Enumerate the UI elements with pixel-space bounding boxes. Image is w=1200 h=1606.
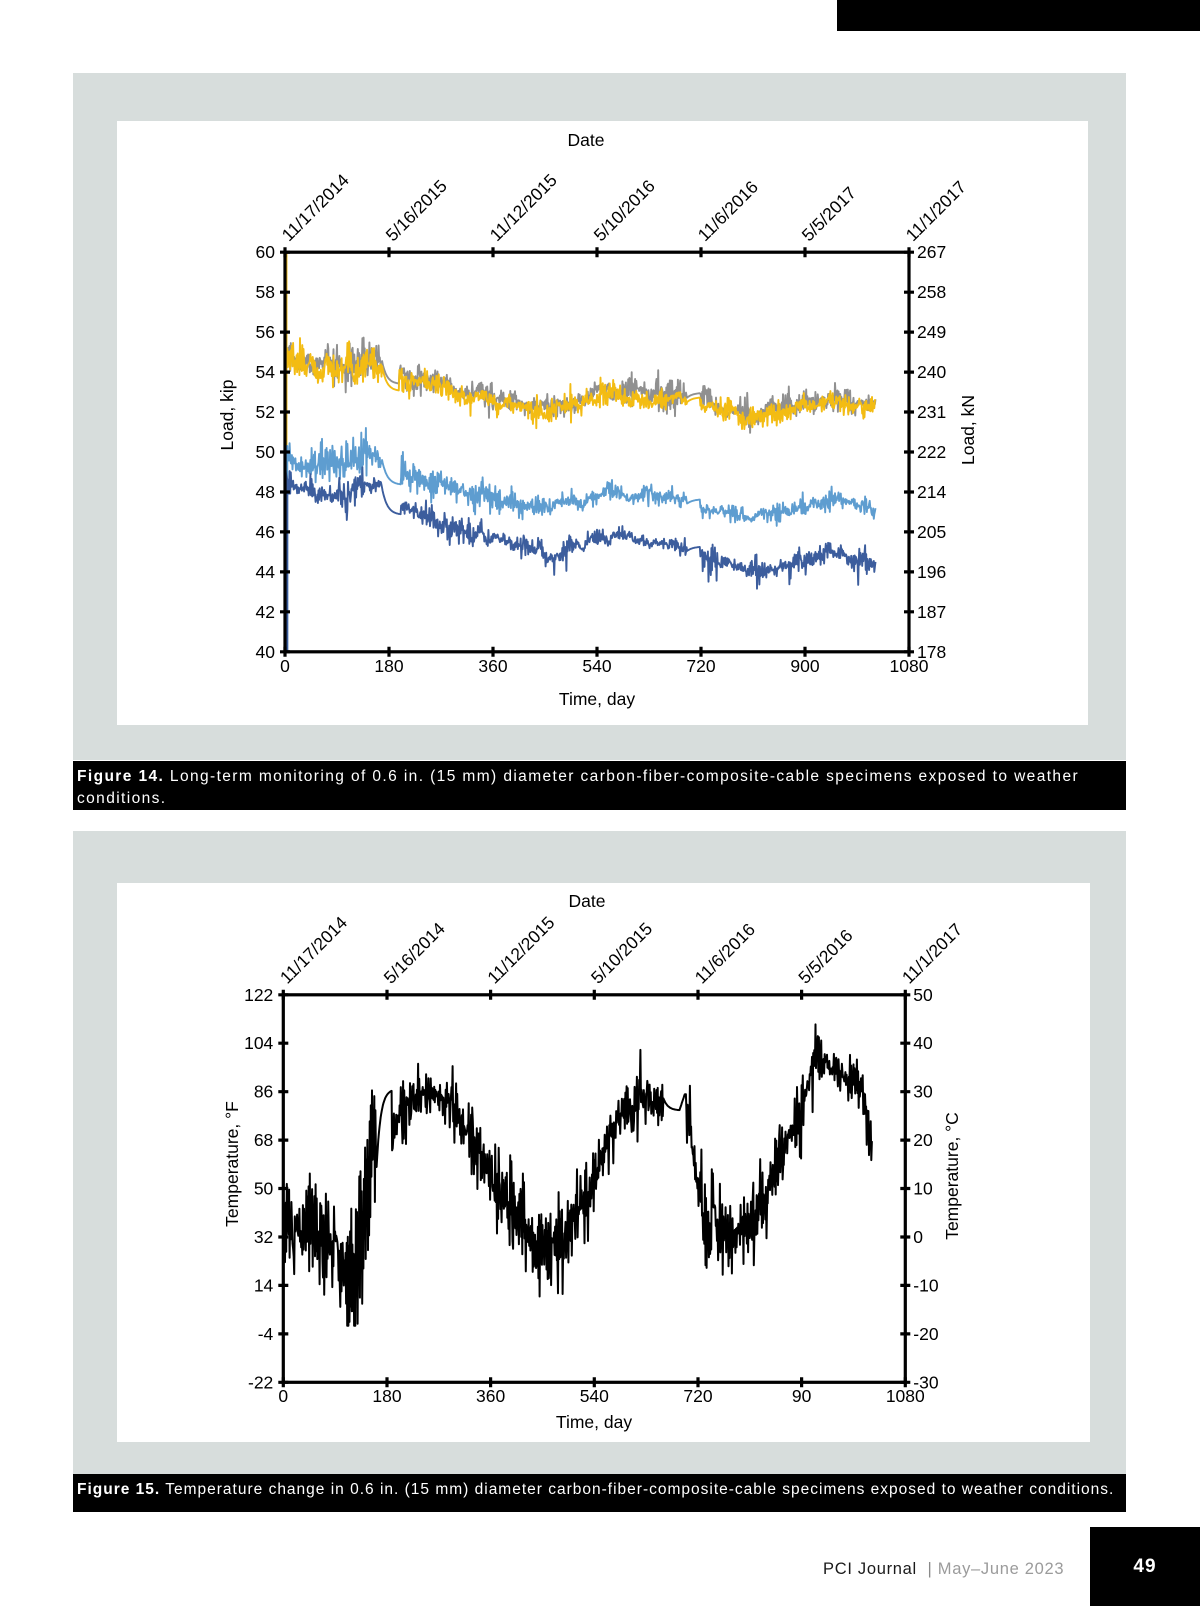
svg-text:11/12/2015: 11/12/2015 xyxy=(486,170,561,245)
svg-text:11/17/2014: 11/17/2014 xyxy=(278,170,353,245)
svg-text:40: 40 xyxy=(256,642,276,662)
svg-text:11/12/2015: 11/12/2015 xyxy=(483,912,558,987)
svg-text:44: 44 xyxy=(256,562,276,582)
svg-text:42: 42 xyxy=(256,602,275,622)
svg-text:11/6/2016: 11/6/2016 xyxy=(694,177,762,245)
svg-text:Time, day: Time, day xyxy=(559,689,635,709)
svg-text:86: 86 xyxy=(254,1082,273,1102)
svg-text:104: 104 xyxy=(244,1033,273,1053)
svg-text:52: 52 xyxy=(256,402,275,422)
svg-text:60: 60 xyxy=(256,242,276,262)
svg-text:267: 267 xyxy=(917,242,946,262)
svg-text:58: 58 xyxy=(256,282,275,302)
svg-text:48: 48 xyxy=(256,482,275,502)
svg-text:40: 40 xyxy=(913,1033,933,1053)
svg-text:-30: -30 xyxy=(913,1372,939,1392)
svg-text:32: 32 xyxy=(254,1227,273,1247)
svg-text:50: 50 xyxy=(913,985,933,1005)
svg-text:Date: Date xyxy=(569,891,606,911)
svg-text:30: 30 xyxy=(913,1082,933,1102)
svg-text:222: 222 xyxy=(917,442,946,462)
svg-text:5/16/2014: 5/16/2014 xyxy=(380,918,449,987)
svg-text:50: 50 xyxy=(256,442,276,462)
svg-text:Load, kip: Load, kip xyxy=(217,379,237,450)
svg-text:720: 720 xyxy=(683,1386,712,1406)
svg-text:Time, day: Time, day xyxy=(556,1412,632,1432)
svg-text:20: 20 xyxy=(913,1130,933,1150)
svg-text:Load, kN: Load, kN xyxy=(958,395,978,465)
svg-text:Temperature, °C: Temperature, °C xyxy=(942,1112,962,1240)
svg-text:180: 180 xyxy=(372,1386,401,1406)
svg-text:90: 90 xyxy=(792,1386,812,1406)
svg-text:11/17/2014: 11/17/2014 xyxy=(276,912,351,987)
svg-text:Date: Date xyxy=(568,130,605,150)
svg-text:5/10/2016: 5/10/2016 xyxy=(590,176,659,245)
svg-text:5/5/2017: 5/5/2017 xyxy=(798,183,860,245)
svg-text:187: 187 xyxy=(917,602,946,622)
svg-text:178: 178 xyxy=(917,642,946,662)
svg-text:240: 240 xyxy=(917,362,946,382)
svg-text:50: 50 xyxy=(254,1179,274,1199)
svg-text:11/6/2016: 11/6/2016 xyxy=(691,919,759,987)
svg-text:360: 360 xyxy=(476,1386,505,1406)
svg-text:122: 122 xyxy=(244,985,273,1005)
svg-text:5/5/2016: 5/5/2016 xyxy=(794,925,856,987)
svg-text:-10: -10 xyxy=(913,1275,939,1295)
svg-text:180: 180 xyxy=(374,656,403,676)
svg-text:196: 196 xyxy=(917,562,946,582)
svg-text:1080: 1080 xyxy=(890,656,929,676)
svg-text:11/1/2017: 11/1/2017 xyxy=(902,177,970,245)
svg-text:205: 205 xyxy=(917,522,946,542)
svg-text:-22: -22 xyxy=(248,1372,273,1392)
svg-text:10: 10 xyxy=(913,1179,933,1199)
svg-text:0: 0 xyxy=(913,1227,923,1247)
svg-text:900: 900 xyxy=(790,656,819,676)
svg-text:0: 0 xyxy=(280,656,290,676)
svg-text:11/1/2017: 11/1/2017 xyxy=(898,919,966,987)
svg-text:258: 258 xyxy=(917,282,946,302)
svg-text:214: 214 xyxy=(917,482,946,502)
svg-text:Temperature, °F: Temperature, °F xyxy=(222,1101,242,1227)
svg-text:0: 0 xyxy=(278,1386,288,1406)
svg-text:14: 14 xyxy=(254,1275,274,1295)
svg-text:540: 540 xyxy=(582,656,611,676)
svg-text:-4: -4 xyxy=(258,1324,274,1344)
svg-text:-20: -20 xyxy=(913,1324,939,1344)
svg-text:249: 249 xyxy=(917,322,946,342)
svg-text:231: 231 xyxy=(917,402,946,422)
svg-text:5/10/2015: 5/10/2015 xyxy=(587,918,656,987)
svg-text:46: 46 xyxy=(256,522,275,542)
svg-text:5/16/2015: 5/16/2015 xyxy=(382,176,451,245)
svg-text:54: 54 xyxy=(256,362,276,382)
svg-text:540: 540 xyxy=(580,1386,609,1406)
svg-text:68: 68 xyxy=(254,1130,273,1150)
svg-text:360: 360 xyxy=(478,656,507,676)
svg-text:720: 720 xyxy=(686,656,715,676)
svg-text:1080: 1080 xyxy=(886,1386,925,1406)
svg-text:56: 56 xyxy=(256,322,275,342)
